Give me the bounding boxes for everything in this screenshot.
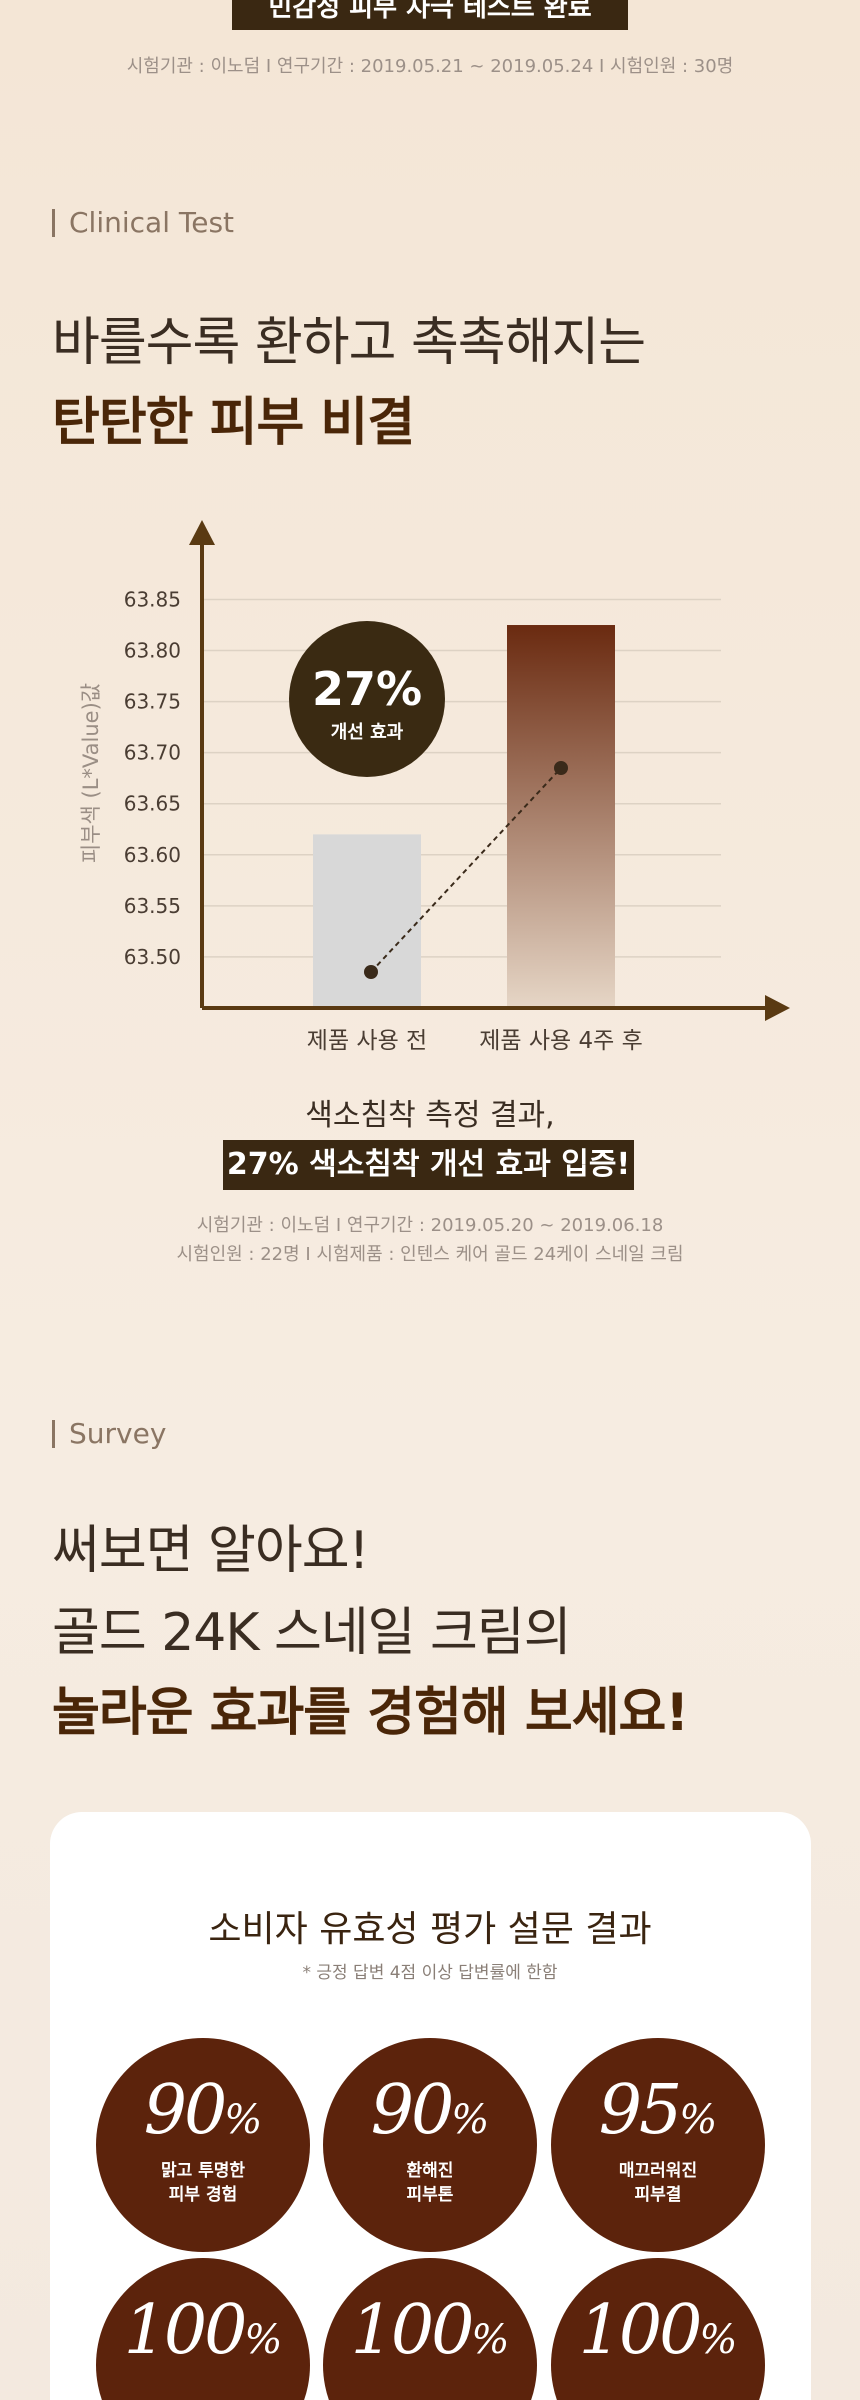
axis-arrow (765, 995, 790, 1021)
y-tick-label: 63.55 (124, 894, 181, 918)
card-note: * 긍정 답변 4점 이상 답변률에 한함 (302, 1963, 558, 1983)
stat-unit: % (699, 2317, 738, 2363)
trend-line (370, 767, 562, 973)
banner-title: 민감성 피부 자극 테스트 완료 (232, 0, 628, 30)
stat-number: 90 (370, 2071, 455, 2150)
note: 시험기관 : 이노덤 I 연구기간 : 2019.05.20 ~ 2019.06… (196, 1215, 664, 1236)
badge-value: 27% (312, 662, 422, 716)
heading: 놀라운 효과를 경험해 보세요! (52, 1683, 689, 1743)
stat-value: 90% (323, 2076, 537, 2155)
y-tick-label: 63.80 (124, 639, 181, 663)
trend-dot (554, 761, 568, 775)
y-tick-label: 63.60 (124, 843, 181, 867)
badge (289, 621, 445, 777)
note: 시험인원 : 22명 I 시험제품 : 인텐스 케어 골드 24케이 스네일 크… (176, 1244, 684, 1265)
result-text: 색소침착 측정 결과, (305, 1098, 555, 1133)
heading: 써보면 알아요! (52, 1521, 369, 1581)
y-tick-label: 63.65 (124, 792, 181, 816)
stat-unit: % (224, 2097, 263, 2143)
heading: 바를수록 환하고 촉촉해지는 (52, 313, 646, 373)
stat-unit: % (679, 2097, 718, 2143)
section-label: Clinical Test (52, 209, 234, 237)
badge-label: 개선 효과 (331, 722, 404, 743)
stat-circle: 90% 맑고 투명한 피부 경험 (96, 2038, 310, 2252)
axis-arrow (189, 520, 215, 545)
result-highlight: 27% 색소침착 개선 효과 입증! (223, 1140, 634, 1190)
stat-number: 100 (578, 2291, 703, 2370)
stat-unit: % (451, 2097, 490, 2143)
stat-value: 100% (551, 2296, 765, 2375)
stat-number: 100 (350, 2291, 475, 2370)
trend-dot (364, 965, 378, 979)
x-tick-label: 제품 사용 전 (307, 1028, 427, 1054)
chart: 63.50 63.55 63.60 63.65 63.70 63.75 63.80 63.85… (79, 520, 790, 1054)
x-tick-label: 제품 사용 4주 후 (479, 1028, 643, 1054)
heading: 탄탄한 피부 비결 (52, 393, 415, 453)
stat-value: 100% (323, 2296, 537, 2375)
stat-value: 90% (96, 2076, 310, 2155)
y-axis-title: 피부색 (L*Value)값 (79, 683, 103, 863)
stat-label: 맑고 투명한 피부 경험 (160, 2161, 246, 2205)
bar (507, 625, 615, 1008)
y-tick-label: 63.70 (124, 741, 181, 765)
card-title: 소비자 유효성 평가 설문 결과 (208, 1909, 652, 1950)
y-tick-label: 63.50 (124, 945, 181, 969)
stat-circle: 95% 매끄러워진 피부결 (551, 2038, 765, 2252)
stat-unit: % (471, 2317, 510, 2363)
stat-label: 환해진 피부톤 (406, 2161, 454, 2205)
stat-number: 95 (598, 2071, 683, 2150)
heading: 골드 24K 스네일 크림의 (52, 1603, 572, 1663)
banner-note: 시험기관 : 이노덤 I 연구기간 : 2019.05.21 ~ 2019.05… (126, 56, 734, 77)
stat-label: 매끄러워진 피부결 (618, 2161, 698, 2205)
section-label: Survey (52, 1420, 166, 1448)
stat-number: 90 (143, 2071, 228, 2150)
y-tick-label: 63.75 (124, 690, 181, 714)
stat-circle: 90% 환해진 피부톤 (323, 2038, 537, 2252)
stat-value: 100% (96, 2296, 310, 2375)
stat-value: 95% (551, 2076, 765, 2155)
stat-unit: % (244, 2317, 283, 2363)
stat-number: 100 (123, 2291, 248, 2370)
y-tick-label: 63.85 (124, 587, 181, 611)
bar (313, 834, 421, 1008)
